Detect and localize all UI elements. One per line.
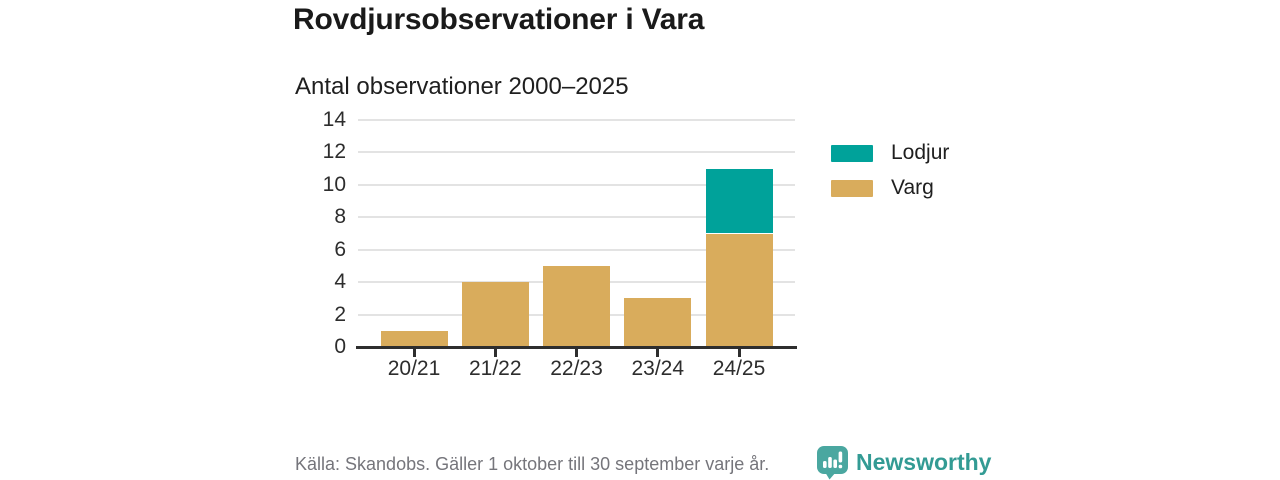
legend-label-lodjur: Lodjur xyxy=(891,141,950,164)
gridline-y12 xyxy=(358,151,795,154)
x-tick-22-23 xyxy=(575,349,578,357)
chart-subtitle: Antal observationer 2000–2025 xyxy=(295,73,629,100)
y-axis-label-8: 8 xyxy=(334,205,346,229)
x-axis-label-24-25: 24/25 xyxy=(712,357,766,380)
gridline-y14 xyxy=(358,119,795,121)
bar-20-21-varg xyxy=(380,330,448,347)
gridline-y10 xyxy=(358,183,795,186)
source-note: Källa: Skandobs. Gäller 1 oktober till 3… xyxy=(295,454,770,474)
chart-title: Rovdjursobservationer i Vara xyxy=(293,3,705,36)
x-tick-23-24 xyxy=(656,349,660,357)
x-axis-label-22-23: 22/23 xyxy=(550,357,603,380)
x-tick-21-22 xyxy=(493,349,497,357)
y-axis-label-4: 4 xyxy=(334,270,346,294)
bar-23-24-varg xyxy=(624,298,692,347)
y-axis-label-10: 10 xyxy=(322,172,346,196)
gridline-y6 xyxy=(358,248,795,251)
legend: Lodjur Varg xyxy=(831,142,949,212)
legend-item-varg: Varg xyxy=(831,177,949,199)
x-tick-24-25 xyxy=(737,349,741,357)
legend-swatch-lodjur xyxy=(831,144,873,162)
y-axis-label-12: 12 xyxy=(322,140,346,164)
x-axis-label-20-21: 20/21 xyxy=(387,357,441,380)
x-axis-label-23-24: 23/24 xyxy=(631,357,685,380)
legend-label-varg: Varg xyxy=(891,176,934,199)
y-axis-label-2: 2 xyxy=(334,302,346,326)
bar-21-22-varg xyxy=(461,282,529,347)
bar-22-23-varg xyxy=(543,265,610,347)
legend-swatch-varg xyxy=(831,179,873,197)
gridline-y8 xyxy=(358,216,795,219)
x-axis-label-21-22: 21/22 xyxy=(468,357,522,380)
x-tick-20-21 xyxy=(412,349,416,357)
bar-24-25-lodjur xyxy=(705,168,773,234)
y-axis-label-6: 6 xyxy=(334,237,346,261)
bar-24-25-varg xyxy=(705,233,773,347)
y-axis-label-14: 14 xyxy=(322,108,346,131)
newsworthy-brand: Newsworthy xyxy=(856,449,992,475)
newsworthy-logo-icon xyxy=(817,446,848,480)
y-axis-label-0: 0 xyxy=(334,335,346,358)
legend-item-lodjur: Lodjur xyxy=(831,142,949,164)
x-axis-line xyxy=(356,346,797,349)
